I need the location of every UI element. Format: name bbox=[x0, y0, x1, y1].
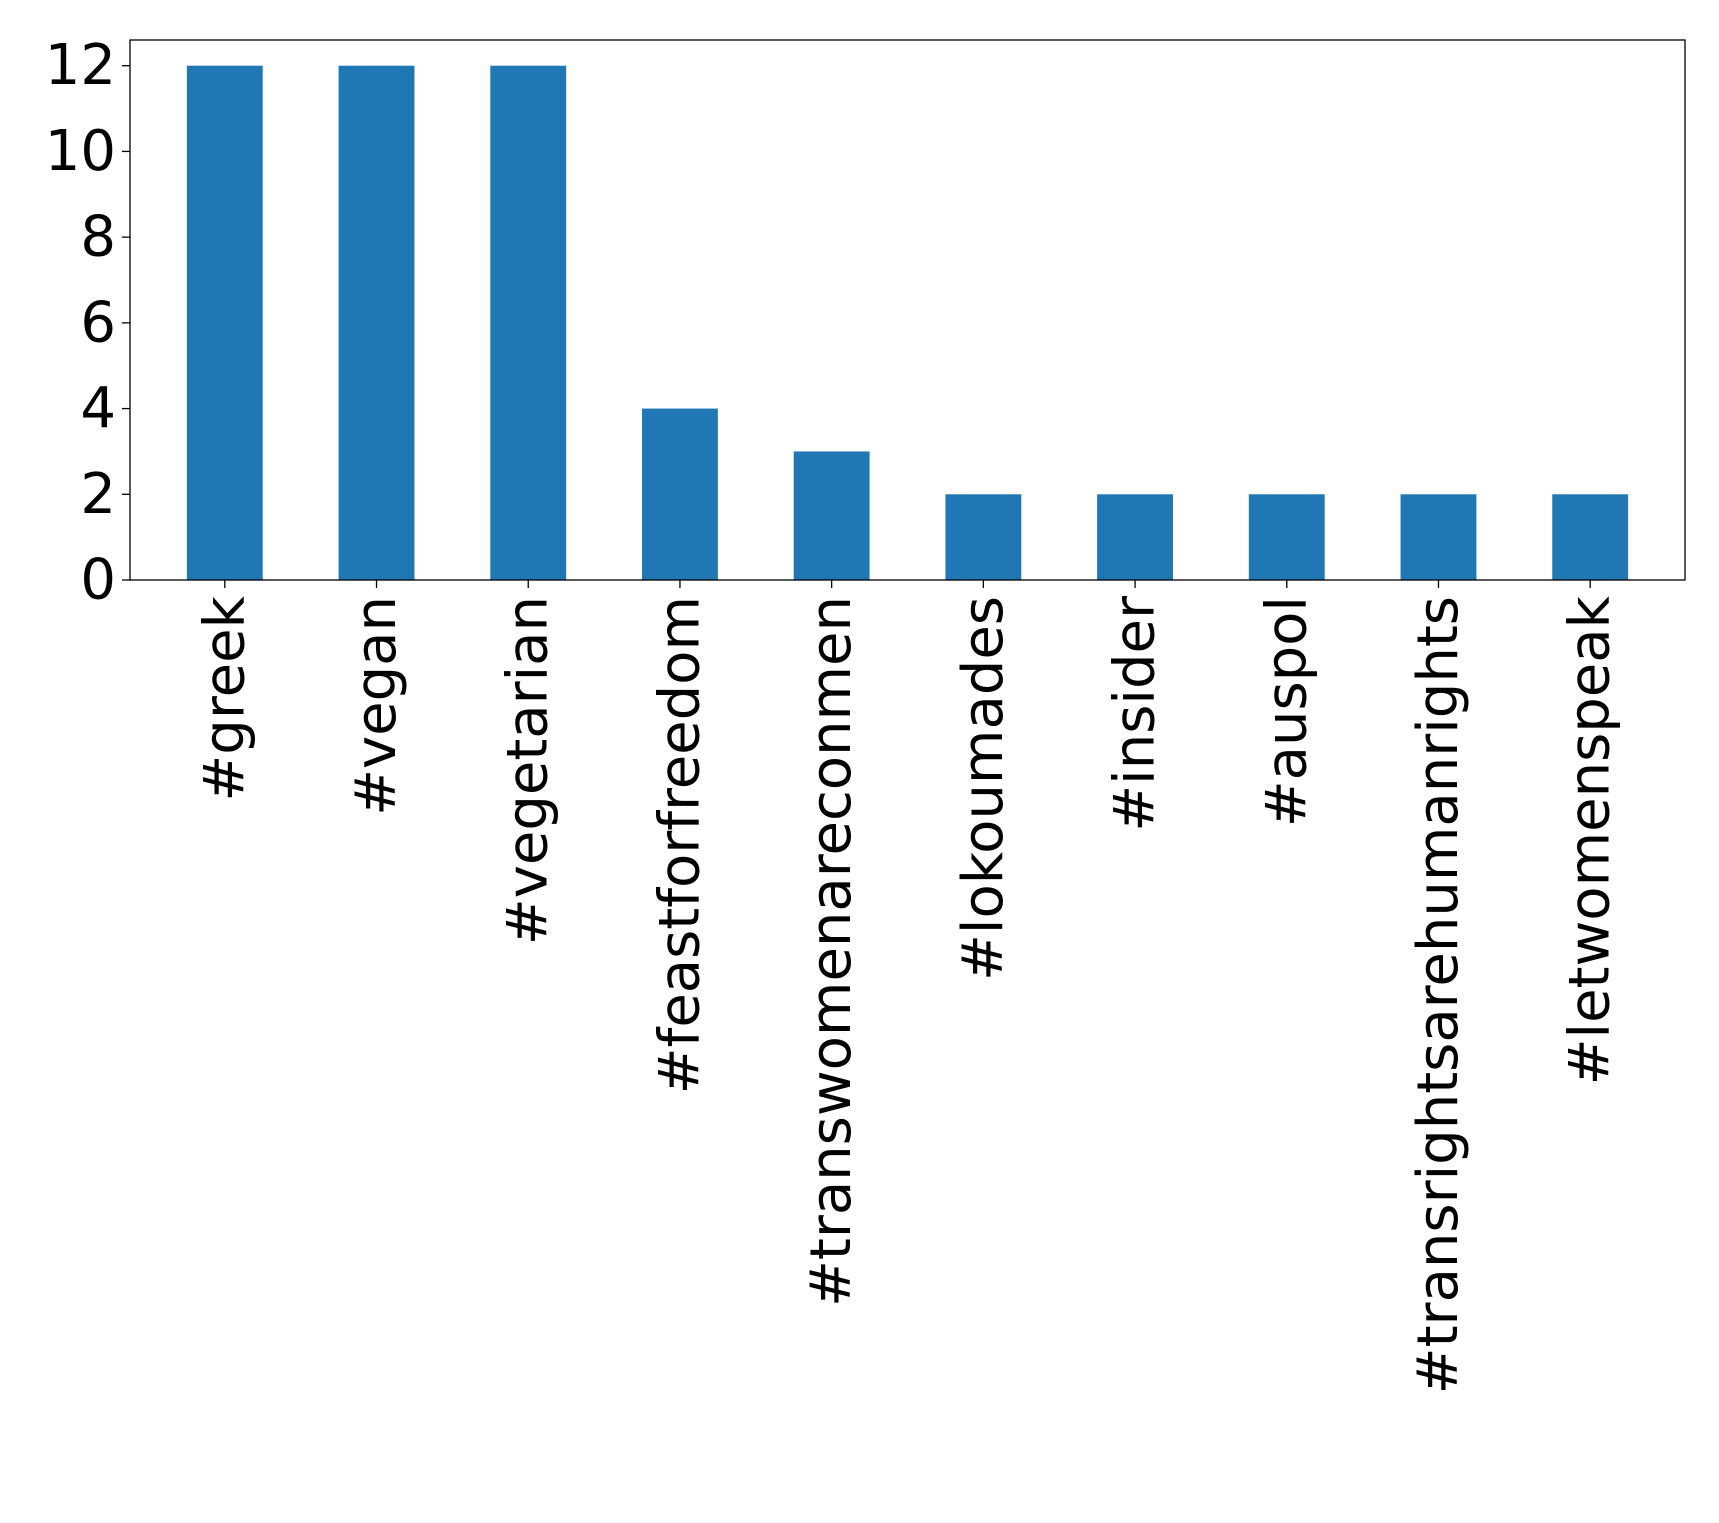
y-axis: 0 2 4 6 8 10 12 bbox=[45, 33, 130, 613]
x-tick-label: #vegetarian bbox=[496, 596, 561, 945]
y-tick-label: 6 bbox=[80, 290, 116, 355]
axes-frame bbox=[129, 39, 1686, 581]
x-tick-label: #insider bbox=[1103, 595, 1168, 832]
bar-letwomenspeak bbox=[1552, 494, 1629, 580]
x-tick-label: #lokoumades bbox=[951, 596, 1016, 981]
y-tick-label: 2 bbox=[80, 462, 116, 527]
x-axis: #greek #vegan #vegetarian #feastforfreedom #… bbox=[192, 580, 1623, 1394]
y-tick-label: 4 bbox=[80, 376, 116, 441]
bars-layer bbox=[186, 65, 1629, 580]
bar-insider bbox=[1097, 494, 1173, 580]
bar-transrightsarehumanrights bbox=[1400, 494, 1477, 580]
bar-vegetarian bbox=[490, 65, 567, 580]
x-tick-label: #auspol bbox=[1254, 596, 1319, 827]
x-tick-label: #greek bbox=[192, 595, 257, 801]
x-tick-label: #vegan bbox=[344, 596, 409, 816]
y-tick-label: 12 bbox=[45, 33, 116, 98]
x-tick-label: #transwomenareconmen bbox=[799, 596, 864, 1307]
bar-auspol bbox=[1248, 494, 1325, 580]
x-tick-label: #transrightsarehumanrights bbox=[1406, 596, 1471, 1394]
bar-lokoumades bbox=[945, 494, 1022, 580]
bar-transwomenareconmen bbox=[793, 451, 870, 580]
y-tick-label: 10 bbox=[45, 119, 116, 184]
bar-vegan bbox=[338, 65, 415, 580]
y-tick-label: 0 bbox=[80, 548, 116, 613]
y-tick-label: 8 bbox=[80, 205, 116, 270]
bar-greek bbox=[186, 65, 263, 580]
x-tick-label: #letwomenspeak bbox=[1558, 595, 1623, 1085]
x-tick-label: #feastforfreedom bbox=[647, 596, 712, 1094]
bar-feastforfreedom bbox=[642, 408, 718, 580]
